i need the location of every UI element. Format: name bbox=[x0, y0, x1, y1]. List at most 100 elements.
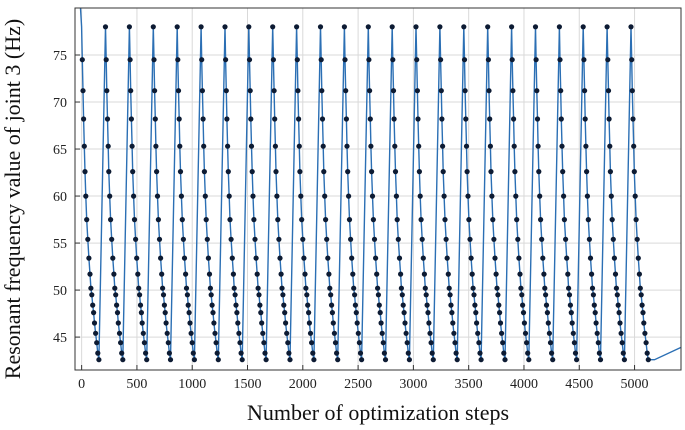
data-point bbox=[445, 271, 451, 277]
data-point bbox=[631, 143, 637, 149]
data-point bbox=[86, 255, 92, 261]
data-point bbox=[447, 292, 453, 298]
data-point bbox=[235, 320, 241, 326]
data-point bbox=[120, 357, 126, 363]
data-point bbox=[582, 88, 588, 94]
data-point bbox=[618, 330, 624, 336]
y-tick-label: 55 bbox=[53, 237, 67, 252]
data-point bbox=[307, 330, 314, 336]
data-point bbox=[375, 292, 381, 298]
data-point bbox=[201, 143, 207, 149]
data-point bbox=[404, 340, 410, 346]
data-point bbox=[278, 271, 284, 277]
data-point bbox=[151, 57, 157, 63]
data-point bbox=[390, 57, 396, 63]
data-point bbox=[501, 350, 507, 356]
y-axis-title: Resonant frequency value of joint 3 (Hz) bbox=[0, 19, 25, 379]
data-point bbox=[609, 217, 615, 223]
data-point bbox=[258, 310, 264, 316]
data-point bbox=[331, 330, 337, 336]
data-point bbox=[534, 116, 541, 122]
data-point bbox=[329, 310, 335, 316]
data-point bbox=[231, 285, 237, 291]
data-point bbox=[494, 285, 500, 291]
data-point bbox=[509, 24, 515, 30]
y-tick-label: 70 bbox=[53, 96, 67, 111]
data-point bbox=[131, 217, 138, 223]
data-point bbox=[472, 302, 478, 308]
data-point bbox=[281, 302, 287, 308]
data-point bbox=[425, 310, 431, 316]
data-point bbox=[104, 88, 110, 94]
data-point bbox=[399, 292, 405, 298]
data-point bbox=[426, 320, 432, 326]
data-point bbox=[608, 193, 614, 199]
data-point bbox=[619, 340, 625, 346]
data-point bbox=[510, 116, 517, 122]
data-point bbox=[345, 169, 351, 175]
x-tick-label: 2000 bbox=[289, 377, 317, 392]
data-point bbox=[298, 193, 304, 199]
data-point bbox=[203, 217, 209, 223]
data-point bbox=[612, 271, 619, 277]
data-point bbox=[594, 330, 600, 336]
data-point bbox=[584, 193, 591, 199]
data-point bbox=[389, 24, 395, 30]
data-point bbox=[174, 24, 180, 30]
data-point bbox=[382, 357, 389, 363]
data-point bbox=[230, 271, 236, 277]
data-point bbox=[225, 143, 231, 149]
data-point bbox=[349, 255, 355, 261]
data-point bbox=[167, 357, 174, 363]
data-point bbox=[367, 116, 373, 122]
data-point bbox=[311, 357, 317, 363]
data-point bbox=[134, 255, 140, 261]
data-point bbox=[427, 330, 433, 336]
data-point bbox=[204, 236, 210, 242]
data-point bbox=[439, 116, 445, 122]
data-point bbox=[328, 292, 334, 298]
data-point bbox=[114, 302, 120, 308]
data-point bbox=[183, 285, 190, 291]
data-point bbox=[518, 285, 524, 291]
data-point bbox=[416, 143, 422, 149]
data-point bbox=[453, 350, 459, 356]
data-point bbox=[213, 340, 219, 346]
data-point bbox=[567, 302, 574, 308]
y-tick-label: 50 bbox=[53, 284, 67, 299]
data-point bbox=[129, 143, 135, 149]
data-point bbox=[343, 116, 349, 122]
data-point bbox=[96, 357, 102, 363]
data-point bbox=[273, 169, 279, 175]
data-point bbox=[155, 217, 161, 223]
data-point bbox=[259, 320, 265, 326]
data-point bbox=[438, 88, 444, 94]
data-point bbox=[592, 310, 598, 316]
data-point bbox=[295, 88, 301, 94]
data-point bbox=[248, 116, 254, 122]
data-point bbox=[633, 217, 639, 223]
data-point bbox=[398, 285, 404, 291]
data-point bbox=[183, 271, 189, 277]
data-point bbox=[225, 169, 231, 175]
data-point bbox=[469, 271, 475, 277]
data-point bbox=[251, 217, 257, 223]
data-point bbox=[565, 271, 571, 277]
data-point bbox=[607, 169, 614, 175]
data-point bbox=[561, 193, 567, 199]
data-point bbox=[353, 310, 359, 316]
data-point bbox=[497, 320, 504, 326]
data-point bbox=[277, 255, 283, 261]
data-point bbox=[286, 350, 292, 356]
data-point bbox=[591, 302, 597, 308]
data-point bbox=[206, 271, 213, 277]
data-point bbox=[478, 357, 484, 363]
data-point bbox=[449, 310, 455, 316]
data-point bbox=[323, 217, 329, 223]
data-point bbox=[520, 302, 526, 308]
data-point bbox=[233, 302, 239, 308]
data-point bbox=[417, 193, 423, 199]
data-point bbox=[88, 285, 94, 291]
data-point bbox=[85, 236, 91, 242]
data-point bbox=[177, 169, 184, 175]
